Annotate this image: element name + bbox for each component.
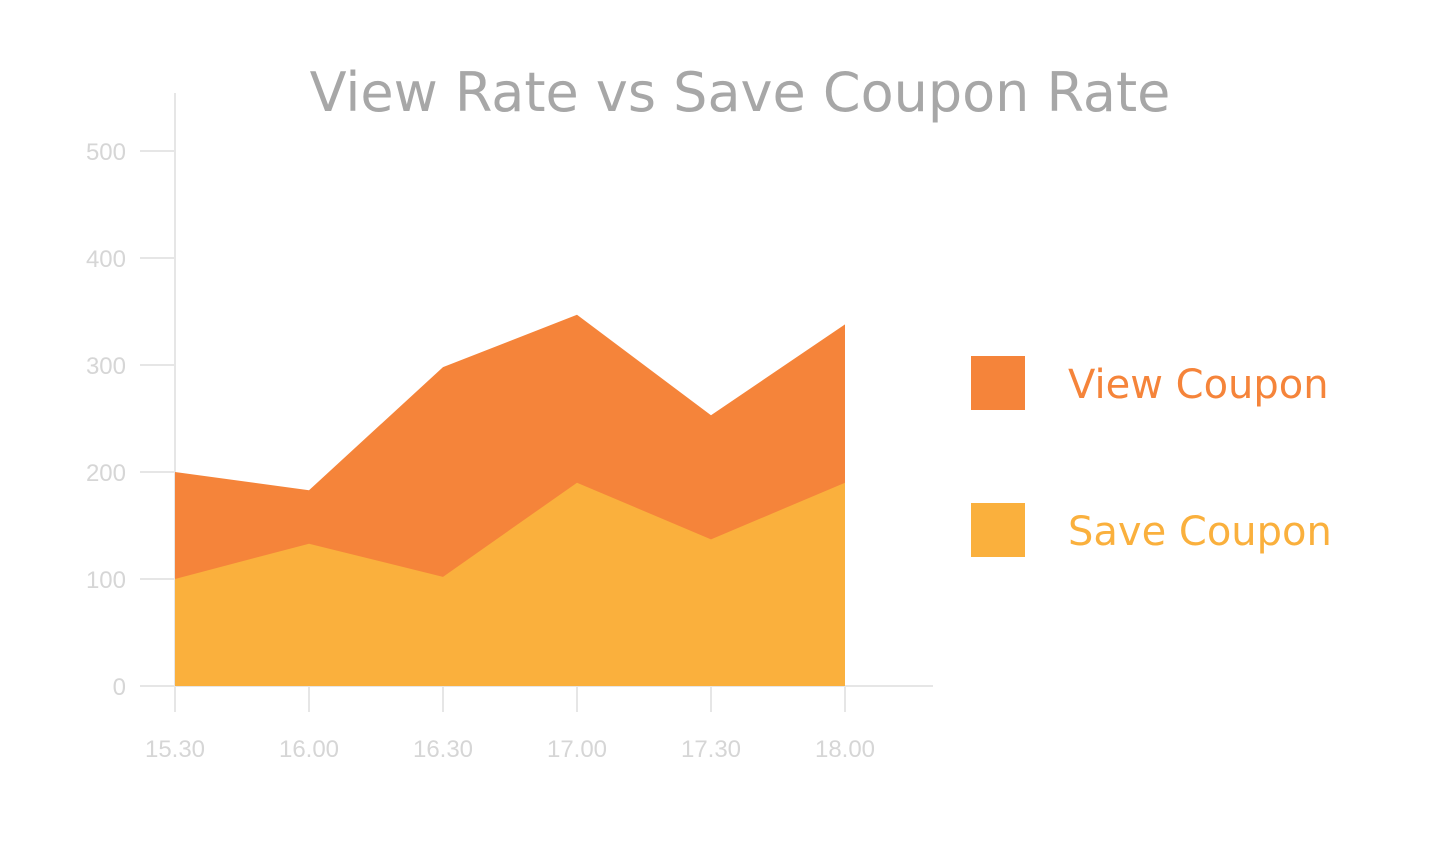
x-tick-label: 16.00 xyxy=(279,736,339,763)
x-tick-label: 17.00 xyxy=(547,736,607,763)
y-tick-label: 200 xyxy=(86,460,126,487)
chart-title: View Rate vs Save Coupon Rate xyxy=(310,61,1171,124)
y-tick-label: 100 xyxy=(86,567,126,594)
legend-swatch xyxy=(971,503,1025,557)
y-tick-label: 400 xyxy=(86,246,126,273)
y-axis-tick-labels: 0 100 200 300 400 500 xyxy=(86,139,126,701)
y-tick-label: 500 xyxy=(86,139,126,166)
x-axis-tick-labels: 15.30 16.00 16.30 17.00 17.30 18.00 xyxy=(145,736,875,763)
legend: View Coupon Save Coupon xyxy=(971,356,1332,557)
series-areas xyxy=(175,314,845,686)
legend-label: Save Coupon xyxy=(1068,509,1332,555)
x-tick-label: 18.00 xyxy=(815,736,875,763)
y-tick-label: 300 xyxy=(86,353,126,380)
legend-swatch xyxy=(971,356,1025,410)
x-tick-label: 15.30 xyxy=(145,736,205,763)
x-tick-label: 16.30 xyxy=(413,736,473,763)
area-series-save-coupon xyxy=(175,482,845,686)
x-tick-label: 17.30 xyxy=(681,736,741,763)
legend-label: View Coupon xyxy=(1068,362,1329,408)
y-tick-label: 0 xyxy=(113,674,126,701)
